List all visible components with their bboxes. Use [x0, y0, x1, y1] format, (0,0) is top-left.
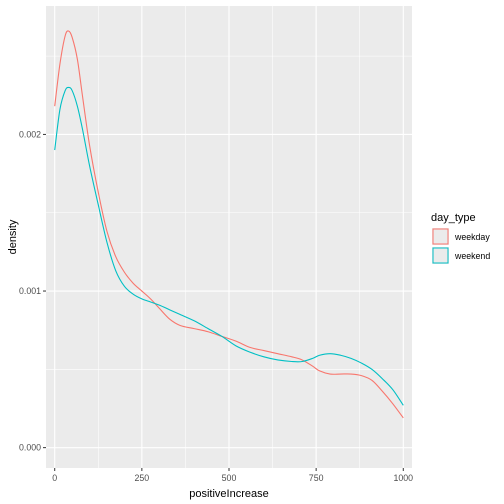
y-axis-title: density — [7, 219, 19, 254]
density-line-weekend — [54, 86, 404, 406]
x-axis-title: positiveIncrease — [189, 488, 269, 500]
y-tick-label: 0.000 — [19, 443, 41, 453]
legend-keys: weekday weekend — [432, 228, 490, 264]
y-axis-ticks: 0.000 0.001 0.002 — [19, 129, 46, 453]
x-tick-label: 750 — [309, 473, 324, 483]
legend-label-weekday: weekday — [454, 232, 490, 242]
x-tick-label: 500 — [222, 473, 237, 483]
x-tick-label: 1000 — [393, 473, 413, 483]
y-tick-label: 0.001 — [19, 286, 41, 296]
x-tick-label: 250 — [135, 473, 150, 483]
x-axis-ticks: 0 250 500 750 1000 — [52, 468, 413, 483]
legend-title: day_type — [431, 212, 476, 224]
density-lines — [54, 30, 404, 419]
major-gridlines — [46, 6, 412, 468]
legend-label-weekend: weekend — [454, 251, 490, 261]
legend-key-outline-weekday — [432, 228, 449, 245]
legend: day_type weekday weekend — [431, 212, 490, 264]
density-line-weekday — [54, 30, 404, 419]
y-tick-label: 0.002 — [19, 129, 41, 139]
legend-key-weekend — [432, 247, 449, 264]
x-tick-label: 0 — [52, 473, 57, 483]
legend-key-weekday — [432, 228, 449, 245]
legend-key-outline-weekend — [432, 247, 449, 264]
